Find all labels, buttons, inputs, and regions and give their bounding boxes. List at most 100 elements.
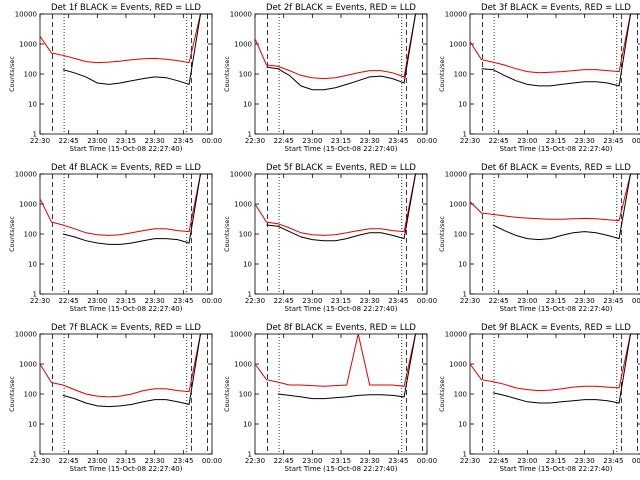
y-tick-label: 10	[458, 261, 467, 269]
y-tick-label: 1	[33, 291, 37, 299]
y-tick-label: 10	[28, 261, 37, 269]
x-axis-label: Start Time (15-Oct-08 22:27:40)	[500, 465, 613, 473]
x-tick-label: 23:15	[331, 457, 351, 465]
y-tick-label: 10000	[445, 331, 467, 339]
x-axis-label: Start Time (15-Oct-08 22:27:40)	[70, 305, 183, 313]
x-tick-label: 23:45	[388, 297, 408, 305]
y-tick-label: 10000	[15, 11, 37, 19]
x-tick-label: 23:30	[360, 297, 380, 305]
y-tick-label: 10	[243, 261, 252, 269]
x-tick-label: 22:45	[274, 297, 294, 305]
y-tick-label: 100	[239, 231, 252, 239]
y-tick-label: 100	[239, 391, 252, 399]
x-tick-label: 23:45	[603, 457, 623, 465]
y-tick-label: 100	[24, 391, 37, 399]
x-tick-label: 23:15	[331, 137, 351, 145]
series-line-events	[492, 333, 640, 404]
x-tick-label: 23:30	[145, 137, 165, 145]
y-tick-label: 1	[33, 451, 37, 459]
y-tick-label: 10	[28, 421, 37, 429]
x-tick-label: 00:00	[417, 137, 437, 145]
x-tick-label: 23:00	[302, 457, 322, 465]
x-tick-label: 23:15	[546, 137, 566, 145]
y-tick-label: 10	[28, 101, 37, 109]
chart-title: Det 8f BLACK = Events, RED = LLD	[266, 323, 416, 333]
y-tick-label: 1	[463, 451, 467, 459]
y-tick-label: 1000	[234, 361, 252, 369]
x-tick-label: 23:00	[87, 297, 107, 305]
y-axis-label: Counts/sec	[223, 376, 231, 412]
series-line-events	[277, 333, 427, 400]
series-line-events	[62, 173, 212, 245]
x-tick-label: 23:15	[116, 137, 136, 145]
x-tick-label: 22:30	[460, 137, 480, 145]
series-line-lld	[254, 173, 427, 236]
chart-title: Det 4f BLACK = Events, RED = LLD	[51, 163, 201, 173]
plot-frame	[469, 13, 640, 135]
x-tick-label: 23:30	[575, 457, 595, 465]
chart-panel-3: Det 3f BLACK = Events, RED = LLD 1 10 100 10…	[438, 3, 640, 153]
y-tick-label: 1	[463, 131, 467, 139]
x-tick-label: 23:45	[603, 297, 623, 305]
y-tick-label: 10	[458, 421, 467, 429]
chart-title: Det 6f BLACK = Events, RED = LLD	[481, 163, 631, 173]
chart-title: Det 2f BLACK = Events, RED = LLD	[266, 3, 416, 13]
x-axis-label: Start Time (15-Oct-08 22:27:40)	[285, 145, 398, 153]
chart-title: Det 7f BLACK = Events, RED = LLD	[51, 323, 201, 333]
x-tick-label: 22:30	[460, 457, 480, 465]
series-line-events	[481, 13, 640, 87]
y-tick-label: 10000	[445, 171, 467, 179]
x-tick-label: 22:30	[245, 457, 265, 465]
y-tick-label: 10000	[230, 171, 252, 179]
y-axis-label: Counts/sec	[8, 376, 16, 412]
x-tick-label: 23:45	[388, 137, 408, 145]
y-tick-label: 1	[463, 291, 467, 299]
x-tick-label: 23:15	[546, 297, 566, 305]
x-tick-label: 22:45	[274, 137, 294, 145]
x-tick-label: 22:30	[30, 457, 50, 465]
x-tick-label: 22:30	[460, 297, 480, 305]
y-tick-label: 10	[458, 101, 467, 109]
x-tick-label: 00:00	[632, 297, 640, 305]
x-tick-label: 22:30	[245, 137, 265, 145]
chart-panel-7: Det 7f BLACK = Events, RED = LLD 1 10 100 10…	[8, 323, 222, 473]
x-tick-label: 23:30	[145, 457, 165, 465]
chart-panel-6: Det 6f BLACK = Events, RED = LLD 1 10 100 10…	[438, 163, 640, 313]
x-tick-label: 23:45	[173, 137, 193, 145]
x-tick-label: 00:00	[417, 297, 437, 305]
plot-frame	[254, 13, 428, 135]
y-tick-label: 1000	[234, 201, 252, 209]
x-tick-label: 23:15	[116, 297, 136, 305]
plot-frame	[39, 333, 213, 455]
chart-title: Det 9f BLACK = Events, RED = LLD	[481, 323, 631, 333]
x-axis-label: Start Time (15-Oct-08 22:27:40)	[70, 145, 183, 153]
y-tick-label: 10000	[15, 331, 37, 339]
series-line-lld	[469, 333, 640, 392]
series-line-lld	[39, 173, 212, 236]
x-tick-label: 22:30	[30, 297, 50, 305]
x-tick-label: 23:00	[517, 137, 537, 145]
x-tick-label: 22:45	[489, 457, 509, 465]
y-tick-label: 1000	[19, 41, 37, 49]
y-tick-label: 1	[248, 291, 252, 299]
y-tick-label: 100	[24, 231, 37, 239]
y-axis-label: Counts/sec	[438, 56, 446, 92]
series-line-events	[266, 13, 427, 91]
x-tick-label: 22:45	[59, 297, 79, 305]
y-axis-label: Counts/sec	[223, 216, 231, 252]
x-tick-label: 00:00	[202, 457, 222, 465]
x-tick-label: 23:30	[145, 297, 165, 305]
y-tick-label: 10000	[15, 171, 37, 179]
x-tick-label: 00:00	[202, 137, 222, 145]
series-line-events	[62, 13, 212, 86]
x-tick-label: 23:00	[302, 137, 322, 145]
x-tick-label: 23:00	[302, 297, 322, 305]
y-tick-label: 100	[239, 71, 252, 79]
series-line-lld	[254, 13, 427, 80]
chart-title: Det 5f BLACK = Events, RED = LLD	[266, 163, 416, 173]
x-axis-label: Start Time (15-Oct-08 22:27:40)	[285, 305, 398, 313]
chart-panel-8: Det 8f BLACK = Events, RED = LLD 1 10 100 10…	[223, 323, 437, 473]
series-line-lld	[39, 13, 212, 64]
x-tick-label: 23:30	[575, 137, 595, 145]
